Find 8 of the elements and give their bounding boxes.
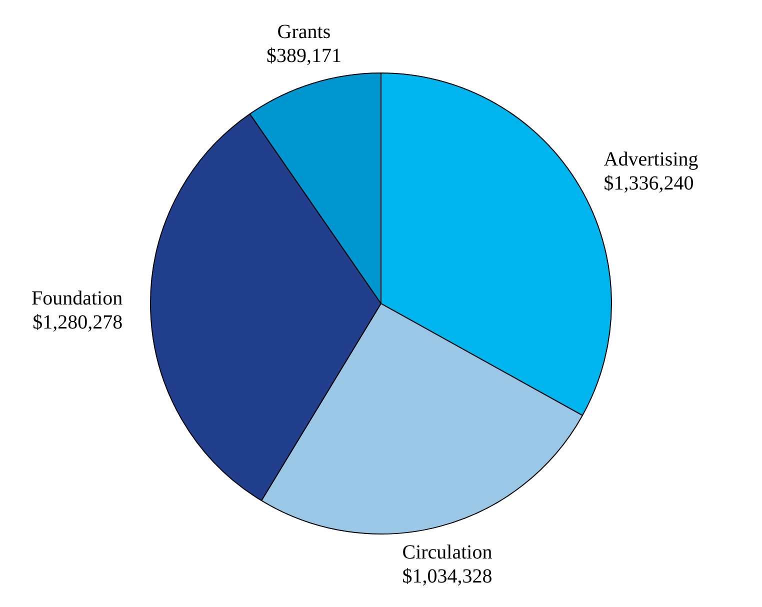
slice-label: Grants <box>277 20 331 43</box>
slice-label: Foundation <box>31 288 123 310</box>
data-label: $389,171 <box>266 44 342 67</box>
slice-label: Advertising <box>604 148 698 171</box>
data-label: $1,280,278 <box>32 312 123 334</box>
data-label: $1,034,328 <box>402 566 492 588</box>
slice-label: Circulation <box>402 542 492 564</box>
data-label: $1,336,240 <box>604 172 694 195</box>
